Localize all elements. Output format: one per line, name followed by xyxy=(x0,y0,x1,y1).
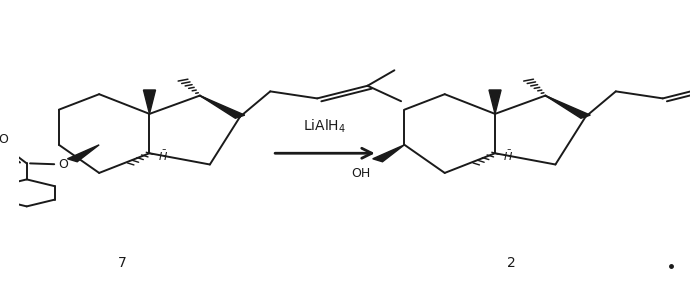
Polygon shape xyxy=(68,145,100,162)
Text: $\bar{H}$: $\bar{H}$ xyxy=(158,149,168,163)
Text: 7: 7 xyxy=(118,256,127,270)
Text: 2: 2 xyxy=(507,256,516,270)
Text: O: O xyxy=(0,133,8,146)
Polygon shape xyxy=(489,90,501,114)
Text: LiAlH$_4$: LiAlH$_4$ xyxy=(303,118,346,135)
Polygon shape xyxy=(144,90,155,114)
Polygon shape xyxy=(200,96,245,118)
Polygon shape xyxy=(545,96,590,118)
Text: $\bar{H}$: $\bar{H}$ xyxy=(503,149,513,163)
Text: O: O xyxy=(59,158,68,171)
Text: OH: OH xyxy=(351,167,370,180)
Polygon shape xyxy=(372,145,404,162)
